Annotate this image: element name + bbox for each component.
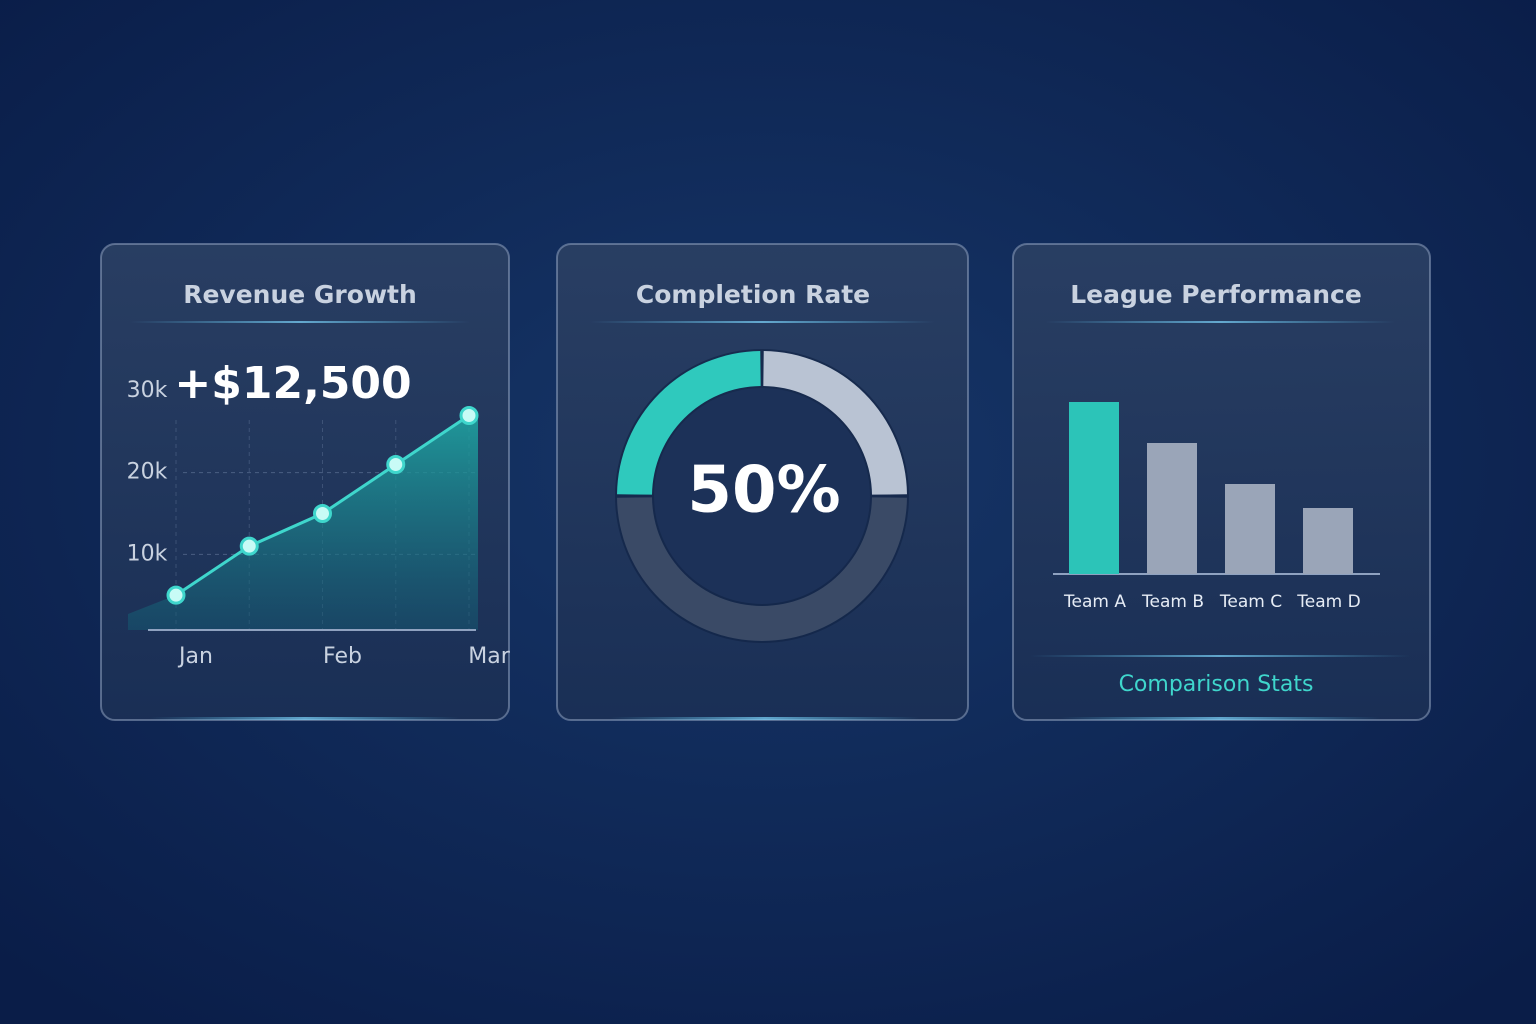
caption: Comparison Stats [1119,672,1314,697]
glow [1060,717,1380,720]
bar [1147,443,1197,574]
point [386,455,406,474]
glow [610,717,920,720]
x-tick-label: Team C [1219,592,1282,612]
y-tick-label: 20k [127,460,168,485]
x-tick-label: Team B [1141,592,1204,612]
card-title: League Performance [1070,280,1362,309]
bar [1303,508,1353,574]
point [166,585,186,605]
x-tick-label: Feb [323,644,362,669]
donut-segment [617,351,761,495]
x-tick-label: Team A [1063,592,1126,612]
x-tick-label: Jan [177,644,213,669]
headline-value: +$12,500 [174,358,411,409]
divider [130,321,470,323]
point [313,504,332,523]
card-title: Completion Rate [636,280,870,309]
x-tick-label: Team D [1296,592,1360,612]
donut-inner [654,388,870,604]
x-tick-label: Mar [468,644,510,669]
point [239,536,259,556]
card-title: Revenue Growth [183,280,417,309]
bar [1225,484,1275,574]
y-tick-label: 10k [127,541,168,566]
point [459,406,479,425]
donut-segment [617,497,907,642]
divider [590,321,935,323]
center-label: 50% [687,454,840,528]
y-tick-label: 30k [127,378,168,403]
divider [1045,321,1395,323]
glow [150,717,460,720]
bar [1069,402,1119,574]
donut-segment [763,351,907,495]
divider [1030,655,1410,657]
